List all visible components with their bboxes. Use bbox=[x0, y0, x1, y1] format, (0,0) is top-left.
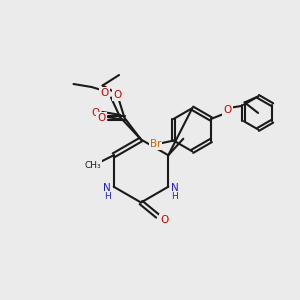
Text: H: H bbox=[172, 192, 178, 201]
Text: N: N bbox=[103, 183, 111, 193]
Text: H: H bbox=[104, 192, 110, 201]
Text: N: N bbox=[171, 183, 179, 193]
Text: Br: Br bbox=[150, 139, 161, 148]
Text: O: O bbox=[224, 105, 232, 115]
Text: O: O bbox=[113, 90, 122, 100]
Text: O: O bbox=[97, 113, 106, 123]
Text: CH₃: CH₃ bbox=[84, 161, 101, 170]
Text: O: O bbox=[100, 88, 109, 98]
Text: O: O bbox=[160, 214, 168, 225]
Text: O: O bbox=[91, 107, 100, 118]
